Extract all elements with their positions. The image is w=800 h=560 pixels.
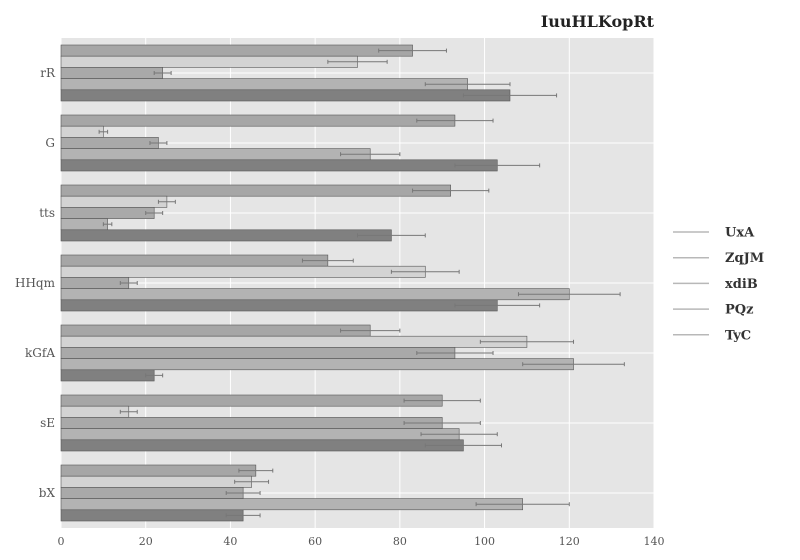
bar-tyc-se bbox=[60, 439, 464, 452]
x-tick-label: 20 bbox=[139, 535, 153, 548]
legend-entry: ZqJM bbox=[725, 251, 764, 266]
bar-zqjm-kgfa bbox=[60, 335, 528, 348]
x-tick-label: 0 bbox=[58, 535, 65, 548]
x-tick-label: 100 bbox=[474, 535, 495, 548]
bar-pqz-rr bbox=[60, 78, 468, 91]
bar-uxa-hhqm bbox=[60, 254, 329, 267]
x-tick-label: 80 bbox=[393, 535, 407, 548]
category-label: sE bbox=[40, 416, 55, 430]
category-label: HHqm bbox=[15, 276, 56, 290]
bar-tyc-tts bbox=[60, 229, 392, 242]
bar-pqz-kgfa bbox=[60, 358, 574, 371]
x-axis: 0 20 40 60 80 100 120 140 bbox=[58, 535, 665, 548]
bar-tyc-bx bbox=[60, 509, 244, 522]
category-label: kGfA bbox=[25, 346, 55, 360]
category-label: rR bbox=[40, 66, 56, 80]
bars-group bbox=[60, 44, 574, 522]
bar-pqz-se bbox=[60, 428, 460, 441]
x-tick-label: 140 bbox=[644, 535, 665, 548]
bar-xdib-se bbox=[60, 417, 443, 429]
bar-uxa-tts bbox=[60, 184, 451, 197]
bar-uxa-se bbox=[60, 394, 443, 407]
category-label: bX bbox=[39, 486, 56, 500]
bar-xdib-rr bbox=[60, 67, 163, 79]
bar-uxa-rr bbox=[60, 44, 413, 57]
bar-zqjm-se bbox=[60, 405, 130, 418]
bar-zqjm-g bbox=[60, 125, 104, 138]
bar-uxa-g bbox=[60, 114, 456, 127]
x-tick-label: 60 bbox=[308, 535, 322, 548]
bar-zqjm-bx bbox=[60, 475, 252, 488]
x-tick-label: 40 bbox=[223, 535, 237, 548]
bar-tyc-rr bbox=[60, 89, 511, 102]
bar-uxa-kgfa bbox=[60, 324, 371, 337]
legend-entry: PQz bbox=[725, 303, 753, 318]
bar-tyc-hhqm bbox=[60, 299, 498, 312]
bar-tyc-kgfa bbox=[60, 369, 155, 382]
bar-pqz-hhqm bbox=[60, 288, 570, 301]
bar-zqjm-rr bbox=[60, 55, 358, 68]
bar-pqz-bx bbox=[60, 498, 523, 511]
legend: UxA ZqJM xdiB PQz TyC bbox=[673, 226, 764, 343]
legend-entry: xdiB bbox=[725, 277, 758, 292]
bar-xdib-tts bbox=[60, 207, 155, 219]
bar-xdib-bx bbox=[60, 487, 244, 499]
bar-pqz-tts bbox=[60, 218, 108, 231]
x-tick-label: 120 bbox=[559, 535, 580, 548]
bar-xdib-g bbox=[60, 137, 159, 149]
bar-zqjm-tts bbox=[60, 195, 168, 208]
bar-uxa-bx bbox=[60, 464, 257, 477]
legend-entry: TyC bbox=[725, 328, 751, 343]
error-bars-group bbox=[98, 48, 625, 518]
chart-title: IuuHLKopRt bbox=[541, 12, 655, 31]
category-label: tts bbox=[39, 206, 55, 220]
bar-tyc-g bbox=[60, 159, 498, 172]
category-label: G bbox=[45, 136, 55, 150]
bar-zqjm-hhqm bbox=[60, 265, 426, 278]
bar-pqz-g bbox=[60, 148, 371, 161]
legend-entry: UxA bbox=[725, 226, 755, 241]
bar-xdib-hhqm bbox=[60, 277, 130, 289]
bar-xdib-kgfa bbox=[60, 347, 456, 359]
